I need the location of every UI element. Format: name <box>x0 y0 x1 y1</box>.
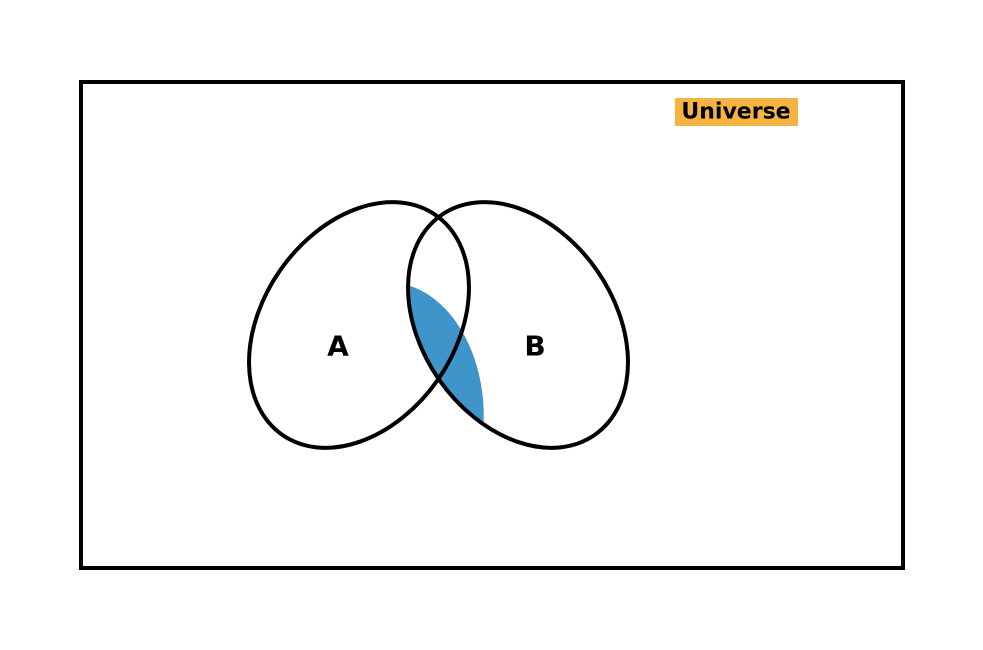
universe-box <box>79 80 905 570</box>
universe-label-text: Universe <box>681 100 790 125</box>
intersection-region <box>408 282 484 448</box>
set-b-ellipse <box>406 200 630 450</box>
set-a-label: A <box>327 330 349 363</box>
universe-label-background <box>675 98 798 126</box>
universe-label: Universe <box>675 98 798 126</box>
set-b-label: B <box>524 330 545 363</box>
